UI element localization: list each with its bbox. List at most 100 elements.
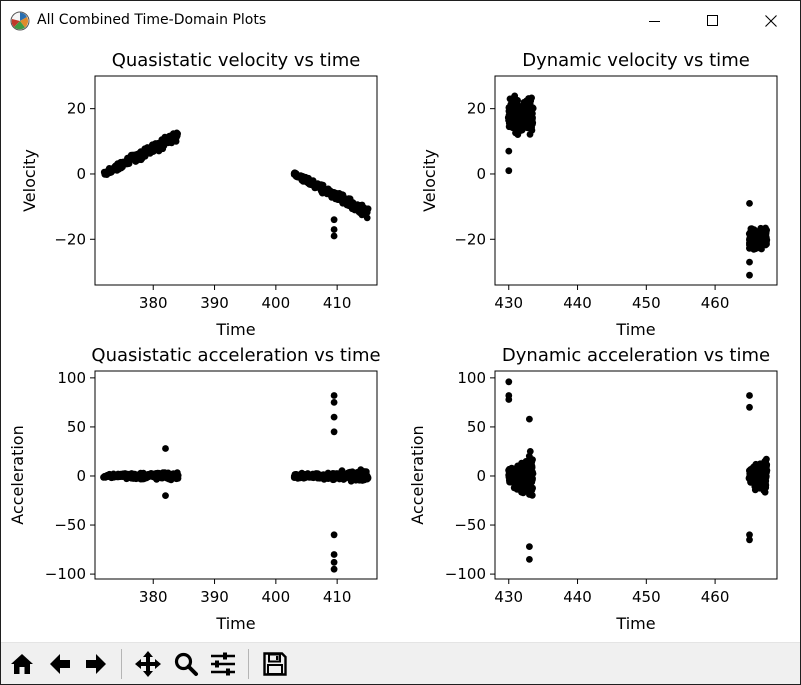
minimize-button[interactable]: [626, 1, 684, 41]
subplot-4: Dynamic acceleration vs time Time Accelera…: [408, 345, 778, 633]
axes-frame: [94, 75, 378, 286]
x-tick-label: 410: [323, 294, 352, 312]
back-button[interactable]: [45, 648, 75, 680]
navigation-toolbar: [1, 642, 800, 684]
data-point: [505, 396, 513, 403]
data-point: [514, 97, 521, 104]
subplot-title: Quasistatic velocity vs time: [112, 50, 361, 71]
pan-button[interactable]: [133, 648, 163, 680]
data-point: [174, 130, 182, 138]
data-point: [526, 448, 534, 455]
y-tick-label: 0: [476, 165, 486, 183]
data-point: [526, 415, 533, 423]
y-tick-label: −100: [45, 565, 86, 583]
configure-subplots-icon: [211, 652, 235, 676]
figure-canvas[interactable]: Quasistatic velocity vs time Time Velocity…: [1, 41, 800, 641]
data-point: [505, 378, 513, 386]
data-point: [746, 200, 753, 207]
data-point: [526, 543, 533, 550]
data-point: [330, 551, 338, 558]
y-tick-label: −50: [54, 516, 86, 534]
axes-frame: [494, 370, 778, 580]
data-point: [528, 126, 536, 134]
data-point: [763, 226, 770, 234]
app-icon: [10, 11, 30, 31]
data-point: [528, 491, 536, 499]
y-tick-label: 20: [67, 100, 86, 118]
scatter-series: [505, 378, 771, 563]
data-point: [528, 94, 535, 102]
data-point: [505, 147, 513, 155]
zoom-button[interactable]: [171, 648, 201, 680]
y-axis-label: Acceleration: [408, 425, 427, 524]
data-point: [330, 413, 338, 421]
x-axis-label: Time: [615, 614, 655, 633]
data-point: [364, 205, 372, 213]
figure-svg: Quasistatic velocity vs time Time Velocity…: [8, 50, 778, 633]
forward-arrow-icon: [86, 654, 106, 674]
data-point: [330, 428, 338, 436]
axes-frame: [494, 75, 778, 286]
data-point: [763, 240, 770, 248]
data-point: [330, 565, 338, 573]
data-point: [330, 399, 338, 406]
toolbar-separator: [121, 649, 122, 679]
x-tick-label: 430: [494, 588, 523, 606]
data-point: [529, 456, 536, 464]
data-point: [529, 105, 537, 112]
data-point: [526, 556, 533, 563]
minimize-icon: [649, 21, 660, 22]
x-tick-label: 440: [563, 588, 592, 606]
close-icon: [765, 15, 777, 27]
configure-subplots-button[interactable]: [208, 648, 238, 680]
maximize-button[interactable]: [684, 1, 742, 41]
data-point: [529, 114, 536, 122]
scatter-series: [100, 392, 372, 573]
scatter-series: [504, 92, 771, 279]
y-tick-label: 50: [467, 418, 486, 436]
forward-button[interactable]: [81, 648, 111, 680]
data-point: [762, 473, 770, 480]
y-tick-label: 20: [467, 100, 486, 118]
x-axis-label: Time: [215, 614, 255, 633]
maximize-icon: [707, 15, 718, 26]
x-tick-label: 400: [262, 588, 291, 606]
data-point: [162, 492, 169, 499]
y-tick-label: 0: [76, 165, 86, 183]
zoom-icon: [174, 652, 198, 676]
subplot-title: Quasistatic acceleration vs time: [91, 345, 380, 366]
x-tick-label: 410: [323, 588, 352, 606]
home-icon: [11, 654, 33, 674]
data-point: [330, 392, 338, 399]
title-bar[interactable]: All Combined Time-Domain Plots: [1, 1, 800, 41]
x-tick-label: 390: [200, 588, 229, 606]
x-tick-label: 380: [139, 588, 168, 606]
data-point: [330, 558, 338, 566]
data-point: [505, 167, 513, 175]
subplot-title: Dynamic acceleration vs time: [502, 345, 770, 366]
data-point: [528, 462, 536, 470]
x-tick-label: 460: [701, 588, 730, 606]
data-point: [763, 455, 770, 463]
data-point: [746, 392, 753, 399]
y-tick-label: 0: [476, 467, 486, 485]
data-point: [330, 216, 338, 224]
x-tick-label: 450: [632, 588, 661, 606]
x-axis-label: Time: [215, 320, 255, 339]
x-tick-label: 390: [200, 294, 229, 312]
window-title: All Combined Time-Domain Plots: [37, 12, 267, 28]
data-point: [529, 120, 536, 128]
home-button[interactable]: [7, 648, 37, 680]
x-tick-label: 440: [563, 294, 592, 312]
save-button[interactable]: [260, 648, 290, 680]
data-point: [746, 258, 753, 266]
y-axis-label: Velocity: [20, 149, 39, 212]
x-tick-label: 430: [494, 294, 523, 312]
data-point: [529, 470, 537, 477]
close-button[interactable]: [742, 1, 800, 41]
subplot-2: Dynamic velocity vs time Time Velocity 430 4…: [420, 50, 778, 339]
data-point: [162, 445, 169, 452]
y-tick-label: 50: [67, 418, 86, 436]
data-point: [363, 214, 371, 222]
